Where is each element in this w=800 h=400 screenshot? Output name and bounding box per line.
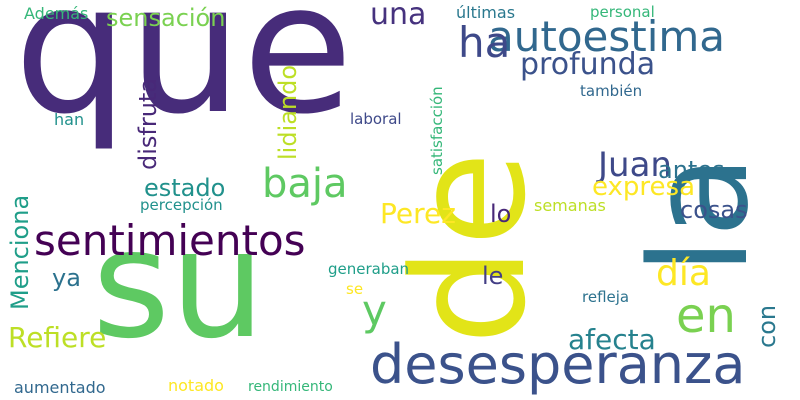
word-satisfaccion: satisfacción — [428, 86, 446, 175]
word-personal: personal — [590, 3, 655, 21]
word-aumentado: aumentado — [14, 378, 106, 397]
word-su: su — [92, 198, 266, 372]
word-disfruta: disfruta — [134, 77, 162, 170]
word-en: en — [676, 288, 736, 344]
word-afecta: afecta — [568, 323, 656, 356]
word-perez: Perez — [380, 197, 456, 230]
word-lo: lo — [490, 200, 512, 228]
word-laboral: laboral — [350, 110, 402, 128]
word-se: se — [346, 280, 364, 298]
word-rendimiento: rendimiento — [248, 379, 333, 395]
word-antes: antes — [658, 156, 725, 184]
word-con: con — [753, 304, 781, 348]
word-menciona: Menciona — [6, 194, 34, 310]
word-sentimientos: sentimientos — [34, 216, 306, 265]
word-una: una — [370, 0, 427, 32]
word-sensacion: sensación — [106, 4, 226, 32]
word-ultimas: últimas — [456, 3, 516, 22]
word-y: y — [362, 286, 387, 335]
word-autoestima: autoestima — [488, 12, 726, 61]
word-le: le — [482, 262, 504, 290]
word-estado: estado — [144, 174, 226, 202]
word-lidiando: lidiando — [274, 64, 302, 160]
word-semanas: semanas — [534, 196, 606, 215]
word-notado: notado — [168, 376, 224, 395]
word-cosas: cosas — [680, 196, 748, 224]
word-expresa: expresa — [592, 172, 696, 202]
word-dia: día — [656, 253, 711, 294]
word-percepcion: percepción — [140, 196, 223, 214]
word-refleja: refleja — [582, 288, 630, 306]
word-ha: ha — [458, 18, 511, 67]
word-generaban: generaban — [328, 260, 410, 278]
word-ya: ya — [52, 264, 81, 292]
word-baja: baja — [262, 161, 348, 207]
word-tambien: también — [580, 82, 643, 100]
word-ademas: Además — [24, 4, 89, 23]
word-de: de — [379, 151, 560, 345]
word-han: han — [54, 110, 85, 129]
word-que: que — [14, 0, 354, 154]
word-refiere: Refiere — [8, 321, 107, 354]
word-profunda: profunda — [520, 47, 656, 82]
word-juan: Juan — [598, 145, 672, 185]
word-desesperanza: desesperanza — [370, 333, 746, 396]
